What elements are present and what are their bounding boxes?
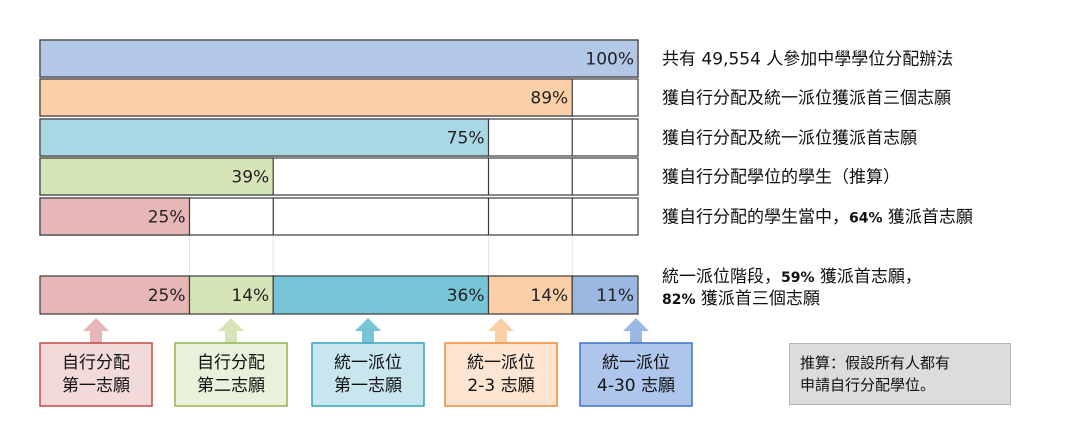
bar-label-1: 100%: [585, 50, 634, 70]
stack-description-1-part-3: 獲派首志願，: [815, 267, 922, 287]
bar-description-5-part-3: 獲派首志願: [883, 208, 973, 228]
category-label-2-line-2: 第二志願: [197, 376, 265, 396]
category-box-5: [579, 342, 693, 407]
bar-label-5: 25%: [148, 208, 186, 228]
category-box-3: [311, 342, 425, 407]
bar-1: [39, 39, 639, 78]
stack-segment-2: [188, 275, 274, 315]
category-box-4: [444, 342, 558, 407]
stack-description-1-part-1: 統一派位階段，: [662, 267, 781, 287]
category-box-1: [39, 342, 153, 407]
stack-description-line-2: 82% 獲派首三個志願: [662, 289, 820, 309]
stack-label-4: 14%: [530, 286, 568, 306]
category-box-2: [174, 342, 288, 407]
arrow-up-icon-1: [83, 318, 109, 343]
category-label-3-line-2: 第一志願: [334, 376, 402, 396]
arrow-up-icon-4: [488, 318, 514, 343]
category-label-4-line-1: 統一派位: [467, 353, 535, 373]
stack-label-2: 14%: [231, 286, 269, 306]
stack-description-2-part-1: 82%: [662, 292, 696, 308]
assumption-note: 推算：假設所有人都有 申請自行分配學位。: [789, 343, 1011, 405]
stack-segment-3: [272, 275, 490, 315]
bar-3: [39, 118, 490, 157]
bar-description-5-part-1: 獲自行分配的學生當中，: [662, 208, 849, 228]
category-label-3-line-1: 統一派位: [334, 353, 402, 373]
category-label-5-line-2: 4-30 志願: [597, 376, 675, 396]
arrow-up-icon-3: [355, 318, 381, 343]
stack-description-line-1: 統一派位階段，59% 獲派首志願，: [662, 267, 922, 287]
bar-description-2: 獲自行分配及統一派位獲派首三個志願: [662, 89, 951, 109]
category-label-1-line-2: 第一志願: [62, 376, 130, 396]
bar-label-3: 75%: [447, 129, 485, 149]
stack-description-2-part-2: 獲派首三個志願: [696, 289, 820, 309]
bar-description-1: 共有 49,554 人參加中學學位分配辦法: [662, 50, 953, 70]
stack-label-5: 11%: [596, 286, 634, 306]
bar-label-2: 89%: [530, 89, 568, 109]
bar-description-3: 獲自行分配及統一派位獲派首志願: [662, 129, 917, 149]
category-label-2-line-1: 自行分配: [197, 353, 265, 373]
category-label-5-line-1: 統一派位: [602, 353, 670, 373]
category-label-4-line-2: 2-3 志願: [467, 376, 534, 396]
stack-label-1: 25%: [148, 286, 186, 306]
stack-segment-1: [39, 275, 191, 315]
bar-label-4: 39%: [231, 168, 269, 188]
note-line-1: 推算：假設所有人都有: [800, 354, 951, 372]
bar-description-5: 獲自行分配的學生當中，64% 獲派首志願: [662, 208, 973, 228]
bar-5: [39, 197, 191, 236]
note-line-2: 申請自行分配學位。: [800, 376, 936, 394]
arrow-up-icon-5: [623, 318, 649, 343]
bar-description-5-part-2: 64%: [849, 211, 883, 227]
stack-segment-4: [487, 275, 573, 315]
stack-description-1-part-2: 59%: [781, 270, 815, 286]
category-label-1-line-1: 自行分配: [62, 353, 130, 373]
bar-4: [39, 157, 274, 196]
bar-description-4: 獲自行分配學位的學生（推算）: [662, 168, 900, 188]
arrow-up-icon-2: [218, 318, 244, 343]
stack-label-3: 36%: [447, 286, 485, 306]
bar-2: [39, 78, 573, 117]
stack-segment-5: [571, 275, 639, 315]
